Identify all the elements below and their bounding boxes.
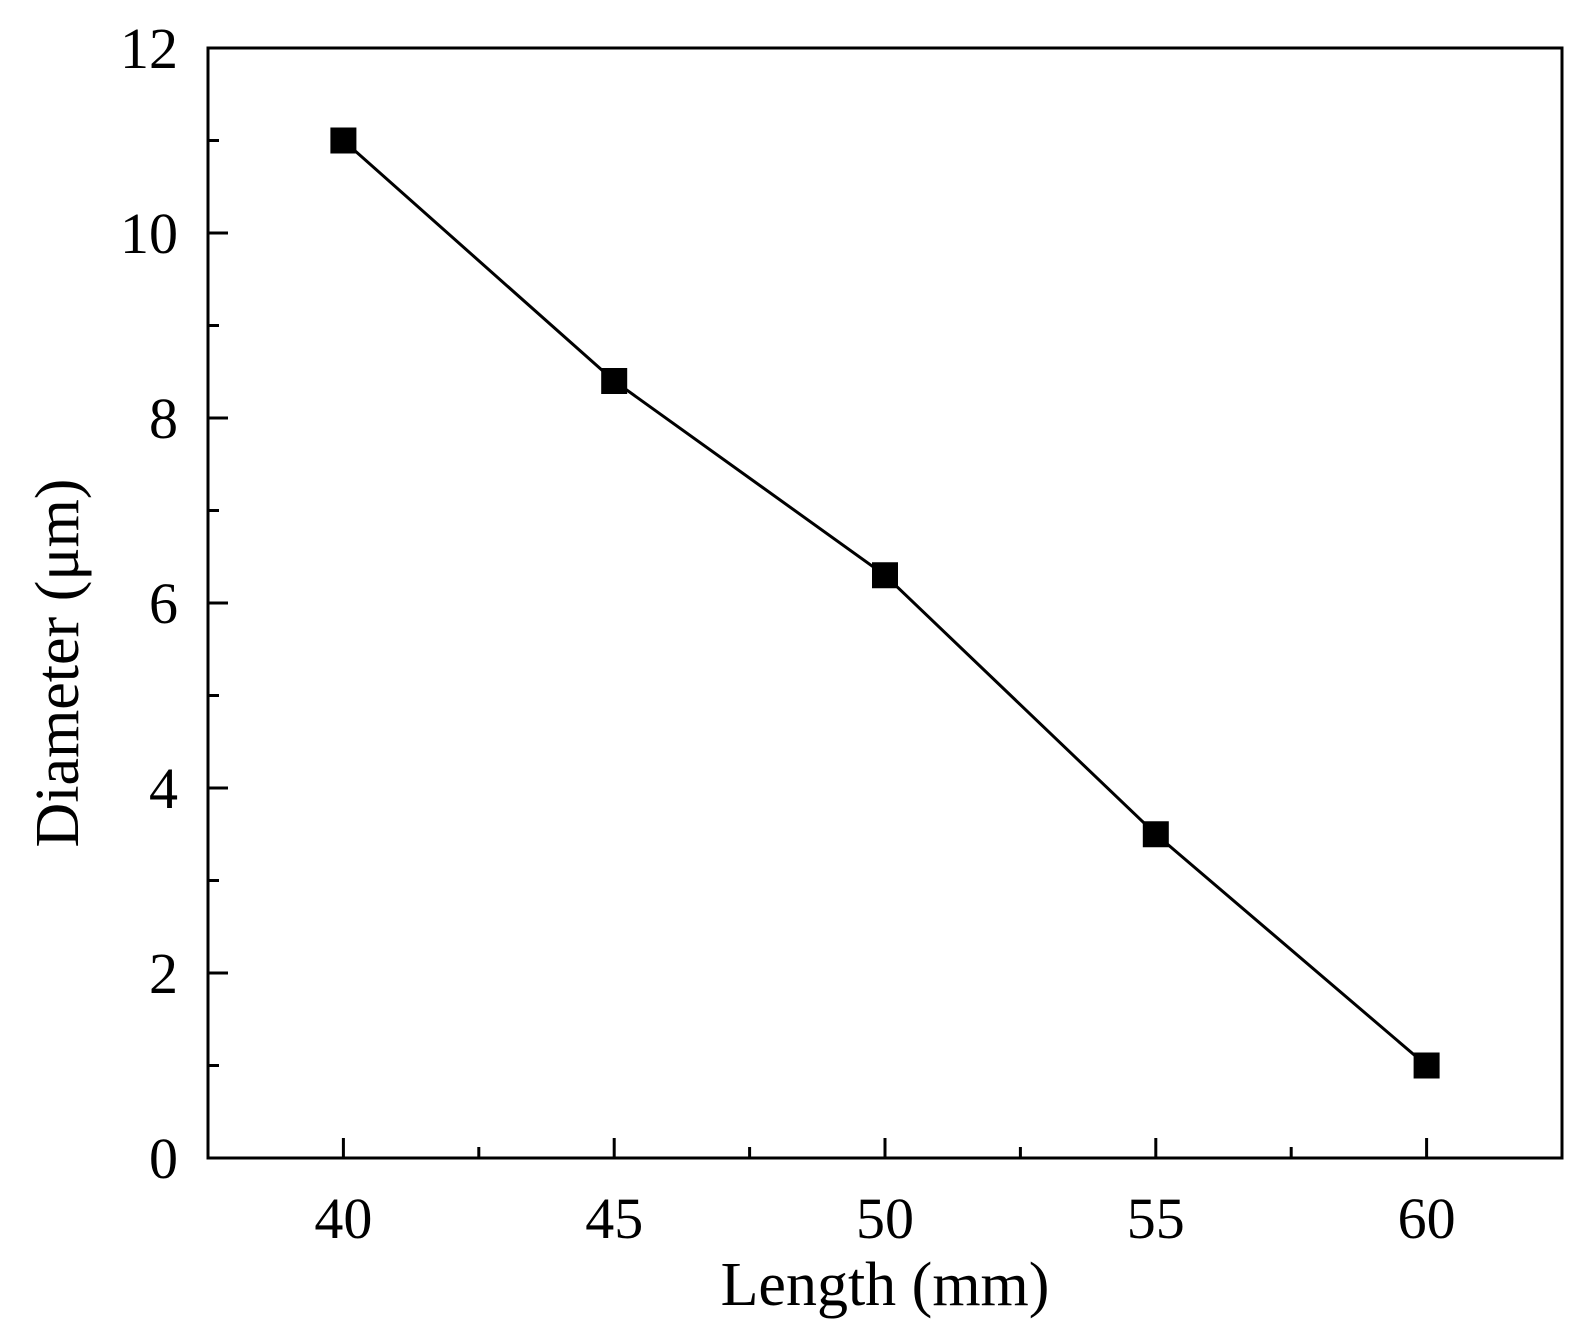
y-tick-label: 0 — [149, 1126, 178, 1191]
plot-frame — [206, 46, 1564, 1160]
x-tick-label: 45 — [585, 1186, 643, 1251]
y-axis-title: Diameter (μm) — [24, 479, 92, 848]
series-line — [342, 139, 1428, 1067]
data-point-marker — [1413, 1052, 1440, 1079]
y-tick-label: 12 — [120, 16, 178, 81]
series-layer — [330, 127, 1440, 1079]
axes-layer — [206, 46, 1564, 1160]
x-tick-label: 40 — [314, 1186, 372, 1251]
y-tick-label: 4 — [149, 756, 178, 821]
labels-layer: Length (mm) Diameter (μm) 40 45 50 55 60 0 2 4 6… — [24, 16, 1456, 1319]
y-tick-label: 10 — [120, 201, 178, 266]
x-tick-label: 60 — [1398, 1186, 1456, 1251]
data-point-marker — [872, 562, 898, 589]
x-tick-label: 50 — [856, 1186, 914, 1251]
y-tick-label: 8 — [149, 386, 178, 451]
y-tick-label: 2 — [149, 941, 178, 1006]
x-axis-title: Length (mm) — [721, 1251, 1050, 1319]
data-point-marker — [601, 368, 628, 394]
data-point-marker — [330, 127, 357, 154]
y-tick-label: 6 — [149, 571, 178, 636]
data-point-marker — [1142, 821, 1169, 848]
x-tick-label: 55 — [1127, 1186, 1185, 1251]
